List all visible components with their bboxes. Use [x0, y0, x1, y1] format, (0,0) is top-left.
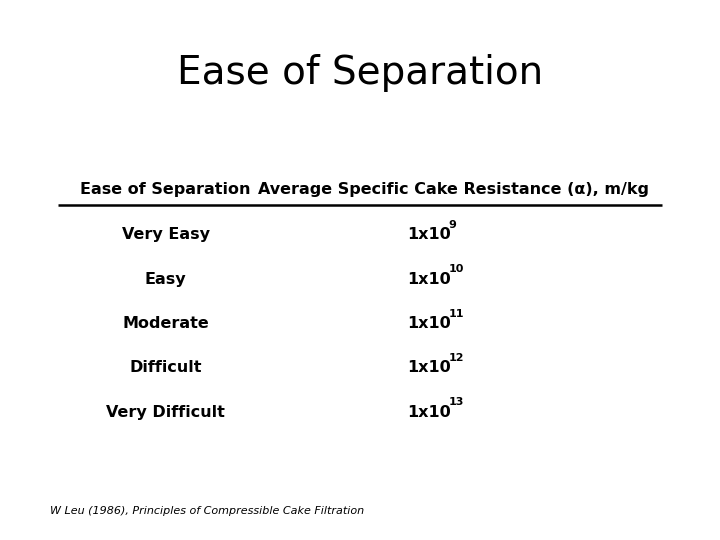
Text: 1x10: 1x10	[407, 272, 451, 287]
Text: 10: 10	[449, 265, 464, 274]
Text: Very Difficult: Very Difficult	[106, 404, 225, 420]
Text: W Leu (1986), Principles of Compressible Cake Filtration: W Leu (1986), Principles of Compressible…	[50, 505, 364, 516]
Text: 12: 12	[449, 353, 464, 363]
Text: 1x10: 1x10	[407, 360, 451, 375]
Text: 1x10: 1x10	[407, 404, 451, 420]
Text: Ease of Separation: Ease of Separation	[81, 182, 251, 197]
Text: 11: 11	[449, 309, 464, 319]
Text: 9: 9	[449, 220, 456, 230]
Text: 1x10: 1x10	[407, 227, 451, 242]
Text: 1x10: 1x10	[407, 316, 451, 331]
Text: Difficult: Difficult	[130, 360, 202, 375]
Text: Average Specific Cake Resistance (α), m/kg: Average Specific Cake Resistance (α), m/…	[258, 182, 649, 197]
Text: Ease of Separation: Ease of Separation	[177, 54, 543, 92]
Text: Very Easy: Very Easy	[122, 227, 210, 242]
Text: Easy: Easy	[145, 272, 186, 287]
Text: Moderate: Moderate	[122, 316, 209, 331]
Text: 13: 13	[449, 397, 464, 407]
